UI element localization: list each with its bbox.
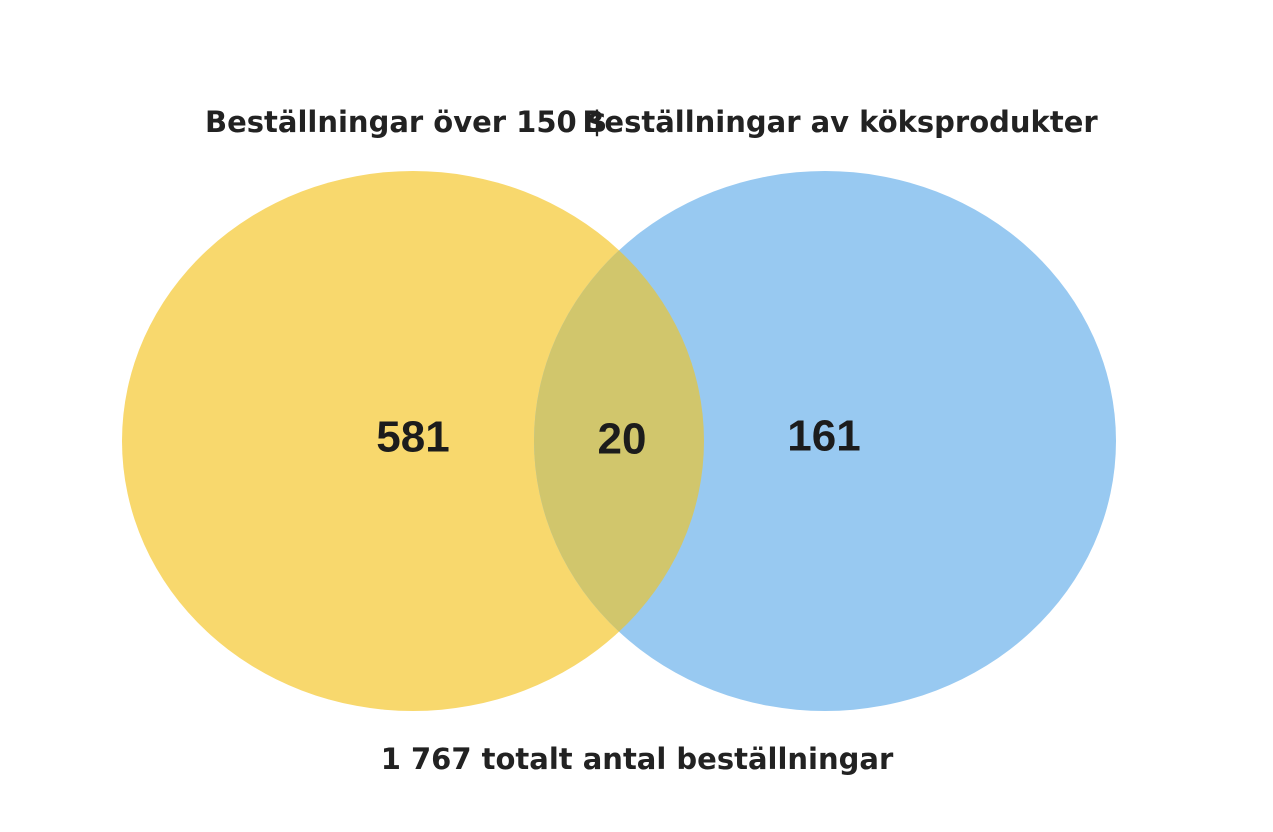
- region-value: 161: [787, 412, 860, 461]
- region-value: 581: [376, 413, 449, 462]
- footer: 1 767 totalt antal beställningar: [381, 742, 894, 776]
- region-value: 20: [598, 415, 647, 464]
- set-circle: [534, 171, 1116, 711]
- set-label: Beställningar över 150 $: [205, 105, 607, 139]
- set-label: Beställningar av köksprodukter: [582, 105, 1098, 139]
- set-circle: [122, 171, 704, 711]
